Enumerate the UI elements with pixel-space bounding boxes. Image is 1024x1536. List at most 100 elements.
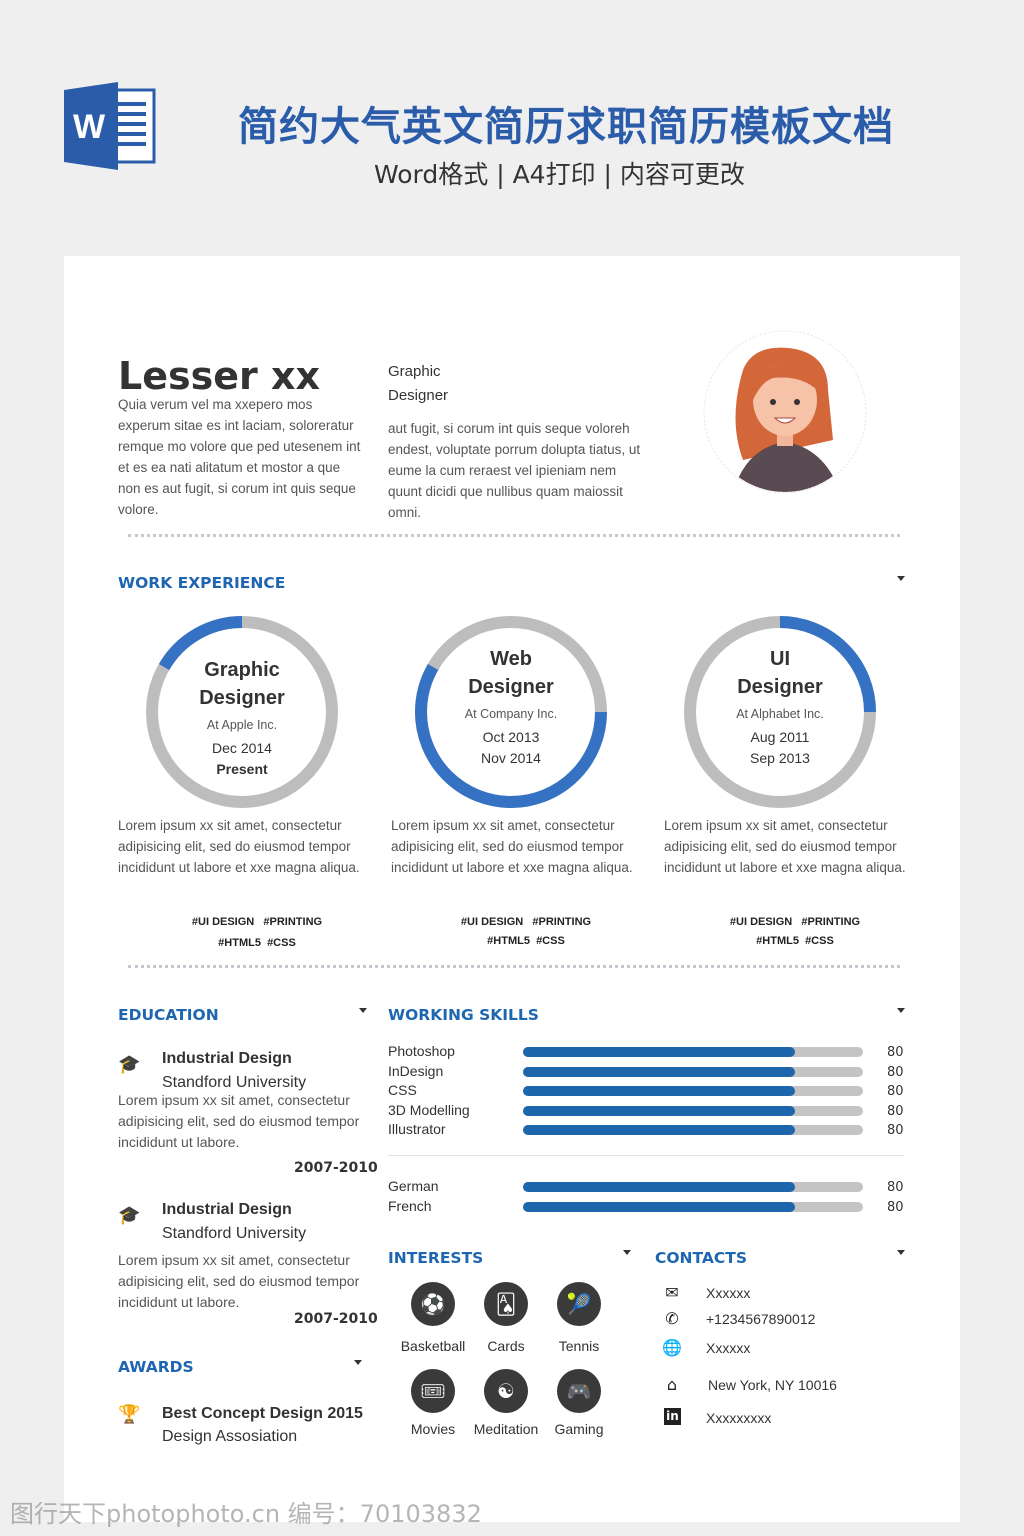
skill-bar-fill	[523, 1105, 795, 1116]
skill-value: 80	[887, 1180, 904, 1195]
experience-ring	[684, 616, 876, 808]
edu-school: Standford University	[162, 1225, 307, 1242]
award-org: Design Assosiation	[162, 1428, 298, 1445]
job-to: Sep 2013	[750, 750, 810, 766]
skill-label: 3D Modelling	[388, 1101, 470, 1118]
meditation-icon: ☯	[484, 1369, 528, 1413]
tag-line: #UI DESIGN #PRINTING	[460, 916, 592, 928]
word-logo: W	[64, 82, 156, 170]
basketball-icon: ⚽	[411, 1282, 455, 1326]
tag-line: #UI DESIGN #PRINTING	[191, 916, 323, 928]
collapse-caret-icon[interactable]	[897, 576, 905, 581]
skill-value: 80	[887, 1200, 904, 1215]
collapse-caret-icon[interactable]	[623, 1250, 631, 1255]
skill-bar-fill	[523, 1066, 795, 1077]
trophy-icon: 🏆	[118, 1404, 141, 1425]
collapse-caret-icon[interactable]	[897, 1008, 905, 1013]
skill-label: German	[388, 1178, 439, 1194]
ring-progress	[684, 616, 876, 808]
ring-progress	[415, 616, 607, 808]
skill-label: InDesign	[388, 1062, 444, 1079]
skill-bar	[523, 1105, 863, 1116]
edu-years: 2007-2010	[294, 1160, 378, 1176]
experience-ring	[415, 616, 607, 808]
contact-text[interactable]: Xxxxxx	[706, 1340, 751, 1356]
collapse-caret-icon[interactable]	[359, 1008, 367, 1013]
job-title-line: Designer	[737, 676, 823, 698]
profile-name: Lesser xx	[118, 354, 320, 398]
interest-label: Movies	[410, 1421, 456, 1437]
tag-line: #UI DESIGN #PRINTING	[729, 916, 861, 928]
interest-label: Gaming	[554, 1421, 604, 1437]
skill-bar	[523, 1086, 863, 1097]
interest-label: Meditation	[473, 1421, 539, 1437]
skill-bar-fill	[523, 1086, 795, 1097]
contact-text[interactable]: Xxxxxx	[706, 1285, 751, 1301]
job-description: Lorem ipsum xx sit amet, consectetur adi…	[391, 818, 633, 875]
collapse-caret-icon[interactable]	[354, 1360, 362, 1365]
skill-bar-fill	[523, 1047, 795, 1057]
job-title-line: Designer	[199, 687, 285, 709]
job-company: At Company Inc.	[464, 707, 558, 721]
home-icon: ⌂	[666, 1375, 678, 1394]
skill-bar	[523, 1047, 863, 1057]
interest-label: Tennis	[558, 1338, 600, 1354]
contact-text[interactable]: Xxxxxxxxx	[706, 1410, 772, 1426]
job-summary: UI Designer At Alphabet Inc. Aug 2011 Se…	[680, 645, 880, 769]
skill-bar-fill	[523, 1125, 795, 1136]
job-from: Oct 2013	[482, 729, 540, 745]
cards-icon: 🂡	[484, 1282, 528, 1326]
linkedin-icon: in	[664, 1408, 681, 1425]
skill-label: Photoshop	[388, 1043, 455, 1059]
skill-bar	[523, 1125, 863, 1136]
collapse-caret-icon[interactable]	[897, 1250, 905, 1255]
education-heading: EDUCATION	[118, 1006, 219, 1024]
globe-icon: 🌐	[662, 1338, 682, 1357]
watermark: 图行天下photophoto.cn 编号：70103832	[10, 1500, 482, 1528]
skill-bar	[523, 1066, 863, 1077]
role-line-1: Graphic	[388, 363, 441, 380]
skill-bar	[523, 1202, 863, 1212]
job-tags: #UI DESIGN #PRINTING #HTML5 #CSS	[695, 913, 895, 951]
job-summary: Web Designer At Company Inc. Oct 2013 No…	[411, 645, 611, 769]
divider	[128, 965, 900, 968]
edu-degree: Industrial Design	[162, 1050, 292, 1067]
skill-value: 80	[887, 1064, 904, 1080]
edu-description: Lorem ipsum xx sit amet, consectetur adi…	[118, 1092, 360, 1150]
mail-icon: ✉	[665, 1283, 679, 1302]
role-line-2: Designer	[388, 387, 449, 404]
skill-value: 80	[887, 1084, 904, 1100]
divider	[388, 1155, 904, 1156]
skill-value: 80	[887, 1103, 904, 1119]
ticket-icon: 🎟	[411, 1369, 455, 1413]
contact-text[interactable]: New York, NY 10016	[708, 1377, 837, 1393]
avatar	[703, 330, 867, 494]
work-experience-heading: WORK EXPERIENCE	[118, 574, 286, 592]
skill-value: 80	[887, 1123, 904, 1139]
graduation-cap-icon: 🎓	[118, 1205, 141, 1226]
skill-label: CSS	[388, 1082, 417, 1099]
job-description: Lorem ipsum xx sit amet, consectetur adi…	[118, 818, 360, 875]
edu-description: Lorem ipsum xx sit amet, consectetur adi…	[118, 1252, 360, 1310]
gamepad-icon: 🎮	[557, 1369, 601, 1413]
tennis-icon: 🎾	[557, 1282, 601, 1326]
word-logo-letter: W	[73, 108, 106, 146]
edu-degree: Industrial Design	[162, 1201, 292, 1218]
job-to: Nov 2014	[481, 750, 541, 766]
job-company: At Apple Inc.	[206, 718, 278, 732]
interest-label: Basketball	[400, 1338, 466, 1354]
skill-value: 80	[887, 1045, 904, 1060]
working-skills-heading: WORKING SKILLS	[388, 1006, 539, 1024]
edu-years: 2007-2010	[294, 1311, 378, 1327]
contacts-heading: CONTACTS	[655, 1249, 748, 1267]
banner-subtitle: Word格式 | A4打印 | 内容可更改	[374, 160, 745, 189]
job-to: Present	[216, 761, 268, 777]
phone-icon: ✆	[665, 1309, 679, 1328]
profile-role-desc: aut fugit, si corum int quis seque volor…	[388, 421, 641, 520]
skill-bar-fill	[523, 1202, 795, 1212]
divider	[128, 534, 900, 537]
contact-text[interactable]: +1234567890012	[706, 1311, 816, 1327]
job-title-line: Graphic	[204, 659, 280, 681]
job-from: Dec 2014	[212, 740, 272, 756]
skill-label: Illustrator	[388, 1121, 446, 1138]
